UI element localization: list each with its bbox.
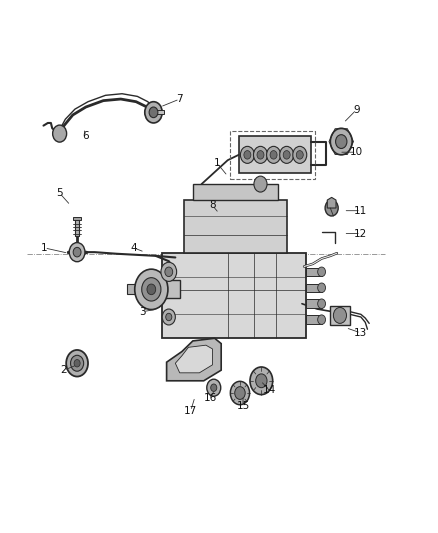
Text: 5: 5 bbox=[57, 188, 63, 198]
Polygon shape bbox=[162, 253, 306, 338]
Circle shape bbox=[325, 200, 338, 216]
Circle shape bbox=[280, 147, 293, 164]
Polygon shape bbox=[327, 197, 336, 208]
Polygon shape bbox=[306, 316, 321, 324]
Text: 13: 13 bbox=[354, 328, 367, 338]
Circle shape bbox=[256, 374, 267, 387]
Circle shape bbox=[254, 147, 268, 164]
Circle shape bbox=[267, 147, 281, 164]
Polygon shape bbox=[75, 217, 79, 236]
Circle shape bbox=[147, 284, 155, 295]
Text: 1: 1 bbox=[213, 158, 220, 168]
Circle shape bbox=[165, 267, 173, 277]
Polygon shape bbox=[175, 345, 212, 373]
Polygon shape bbox=[330, 306, 350, 325]
Text: 15: 15 bbox=[237, 401, 250, 411]
Polygon shape bbox=[166, 338, 221, 381]
Circle shape bbox=[244, 151, 251, 159]
Circle shape bbox=[149, 107, 158, 118]
Text: 1: 1 bbox=[41, 243, 48, 253]
Circle shape bbox=[230, 381, 250, 405]
Polygon shape bbox=[184, 200, 287, 253]
Text: 10: 10 bbox=[350, 147, 363, 157]
Circle shape bbox=[296, 151, 303, 159]
Circle shape bbox=[318, 283, 325, 293]
Polygon shape bbox=[153, 110, 164, 115]
Circle shape bbox=[250, 367, 273, 394]
Circle shape bbox=[71, 356, 84, 371]
Text: 16: 16 bbox=[204, 393, 217, 403]
Text: 9: 9 bbox=[353, 104, 360, 115]
Text: 11: 11 bbox=[354, 206, 367, 216]
Text: 6: 6 bbox=[82, 131, 89, 141]
Circle shape bbox=[74, 360, 80, 367]
Polygon shape bbox=[73, 216, 81, 220]
Circle shape bbox=[336, 135, 347, 149]
Polygon shape bbox=[193, 184, 278, 200]
Circle shape bbox=[318, 267, 325, 277]
Polygon shape bbox=[158, 280, 180, 298]
Circle shape bbox=[66, 350, 88, 376]
Circle shape bbox=[73, 247, 81, 257]
Circle shape bbox=[240, 147, 254, 164]
Text: 7: 7 bbox=[177, 94, 183, 104]
Polygon shape bbox=[239, 136, 311, 173]
Circle shape bbox=[145, 102, 162, 123]
Polygon shape bbox=[306, 284, 321, 292]
Circle shape bbox=[333, 308, 346, 324]
Circle shape bbox=[283, 151, 290, 159]
Text: 8: 8 bbox=[209, 200, 216, 211]
Circle shape bbox=[270, 151, 277, 159]
Text: 17: 17 bbox=[184, 406, 197, 416]
Circle shape bbox=[318, 315, 325, 325]
Circle shape bbox=[166, 313, 172, 321]
Circle shape bbox=[162, 309, 175, 325]
Circle shape bbox=[207, 379, 221, 396]
Circle shape bbox=[69, 243, 85, 262]
Polygon shape bbox=[127, 284, 149, 294]
Circle shape bbox=[135, 269, 168, 310]
Circle shape bbox=[211, 384, 217, 391]
Circle shape bbox=[254, 176, 267, 192]
Circle shape bbox=[142, 278, 161, 301]
Polygon shape bbox=[306, 300, 321, 308]
Text: 4: 4 bbox=[131, 243, 137, 253]
Circle shape bbox=[257, 151, 264, 159]
Circle shape bbox=[318, 299, 325, 309]
Text: 2: 2 bbox=[61, 365, 67, 375]
Circle shape bbox=[53, 125, 67, 142]
Polygon shape bbox=[306, 268, 321, 276]
Bar bbox=[230, 131, 315, 179]
Circle shape bbox=[330, 128, 352, 155]
Text: 3: 3 bbox=[139, 306, 146, 317]
Text: 14: 14 bbox=[263, 385, 276, 395]
Circle shape bbox=[235, 386, 245, 399]
Circle shape bbox=[293, 147, 307, 164]
Circle shape bbox=[161, 262, 177, 281]
Text: 12: 12 bbox=[354, 229, 367, 239]
